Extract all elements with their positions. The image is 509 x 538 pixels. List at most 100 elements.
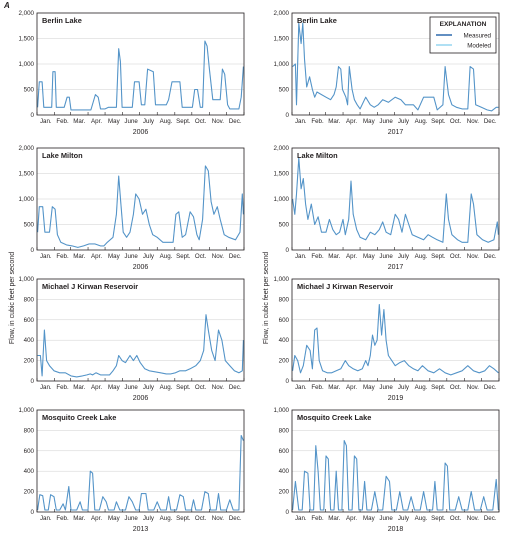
panel-6-ytick-label: 800 (279, 296, 290, 303)
panel-8-year-label: 2018 (388, 526, 404, 533)
panel-6-month-label: June (379, 384, 393, 391)
panel-4-month-label: Mar. (328, 253, 340, 260)
panel-1-month-label: Aug. (160, 118, 173, 125)
panel-3-year-label: 2006 (133, 264, 149, 271)
panel-5-month-label: Dec. (229, 384, 242, 391)
panel-8-ytick-label: 0 (286, 509, 290, 516)
panel-1-ytick-label: 0 (31, 112, 35, 119)
panel-3-ytick-label: 0 (31, 247, 35, 254)
panel-4-month-label: Dec. (484, 253, 497, 260)
panel-5-month-label: Nov. (212, 384, 225, 391)
panel-8-month-label: Nov. (467, 515, 480, 522)
panel-5-month-label: June (124, 384, 138, 391)
panel-8-month-label: Jan. (295, 515, 307, 522)
panel-7-month-label: Nov. (212, 515, 225, 522)
panel-8-month-label: May (363, 515, 376, 522)
panel-1-ytick-label: 500 (24, 87, 35, 94)
panel-1-month-label: May (108, 118, 121, 125)
panel-4-month-label: Nov. (467, 253, 480, 260)
figure-label: A (3, 1, 10, 10)
panel-5-ytick-label: 800 (24, 296, 35, 303)
panel-6-series-measured (292, 303, 499, 376)
panel-5: 0 200 400 600 800 1,000 Jan. Feb. Mar. Apr. May Jun… (19, 276, 245, 402)
panel-1-month-label: Dec. (229, 118, 242, 125)
panel-6-frame (291, 278, 500, 382)
panel-8-ytick-label: 800 (279, 427, 290, 434)
panel-5-ytick-label: 600 (24, 317, 35, 324)
panel-6-year-label: 2019 (388, 395, 404, 402)
legend-label-modeled: Modeled (467, 43, 491, 50)
panel-2-ytick-label: 1,000 (274, 61, 290, 68)
panel-5-ytick-label: 400 (24, 337, 35, 344)
panel-7-month-label: Oct. (195, 515, 207, 522)
panel-3-month-label: Nov. (212, 253, 225, 260)
panel-1-month-label: Jan. (40, 118, 52, 125)
panel-4-series-measured (292, 157, 499, 243)
panel-4-year-label: 2017 (388, 264, 404, 271)
panel-8-series-measured (292, 440, 499, 511)
panel-6-month-label: Jan. (295, 384, 307, 391)
panel-7-ytick-label: 0 (31, 509, 35, 516)
panel-2-ytick-label: 500 (279, 87, 290, 94)
panel-6-series-modeled (292, 304, 499, 376)
panel-2-month-label: May (363, 118, 376, 125)
panel-2-month-label: Aug. (415, 118, 428, 125)
panel-8-month-label: Aug. (415, 515, 428, 522)
panel-7-month-label: June (124, 515, 138, 522)
panel-4-ytick-label: 0 (286, 247, 290, 254)
panel-3-month-label: Dec. (229, 253, 242, 260)
panel-2-month-label: Feb. (311, 118, 324, 125)
panel-8-title: Mosquito Creek Lake (297, 413, 371, 422)
panel-3-month-label: Mar. (73, 253, 85, 260)
panel-6-ytick-label: 600 (279, 317, 290, 324)
panel-8-month-label: July (398, 515, 410, 522)
panel-5-ytick-label: 1,000 (19, 276, 35, 283)
panel-4-month-label: Apr. (346, 253, 357, 260)
panel-6-month-label: July (398, 384, 410, 391)
y-axis-label-left: Flow, in cubic feet per second (9, 252, 16, 344)
panel-2-series-measured (292, 22, 499, 112)
panel-7-month-label: July (143, 515, 155, 522)
panel-8-month-label: Dec. (484, 515, 497, 522)
panel-7-month-label: Sept. (176, 515, 191, 522)
panel-5-month-label: Oct. (195, 384, 207, 391)
legend-label-measured: Measured (463, 33, 491, 40)
panel-4-ytick-label: 500 (279, 222, 290, 229)
panel-3-month-label: July (143, 253, 155, 260)
panel-7-series-measured (37, 434, 244, 511)
panel-3-month-label: Feb. (56, 253, 69, 260)
panel-7-title: Mosquito Creek Lake (42, 413, 116, 422)
panel-2-ytick-label: 2,000 (274, 10, 290, 17)
panel-7-ytick-label: 1,000 (19, 407, 35, 414)
panel-4-month-label: June (379, 253, 393, 260)
panel-4-frame (291, 147, 500, 251)
panel-7-ytick-label: 400 (24, 468, 35, 475)
panel-4-month-label: May (363, 253, 376, 260)
panel-6-ytick-label: 200 (279, 358, 290, 365)
panel-4-series-modeled (292, 157, 499, 243)
panel-5-series-measured (37, 314, 244, 378)
panel-6-title: Michael J Kirwan Reservoir (297, 282, 393, 291)
panel-3-month-label: Jan. (40, 253, 52, 260)
legend-title: EXPLANATION (440, 21, 487, 28)
panel-4-month-label: Sept. (431, 253, 446, 260)
panel-5-month-label: July (143, 384, 155, 391)
panel-4-title: Lake Milton (297, 151, 338, 160)
panel-7-month-label: Dec. (229, 515, 242, 522)
panel-7-month-label: Aug. (160, 515, 173, 522)
panel-3-ytick-label: 1,000 (19, 196, 35, 203)
panel-2-month-label: July (398, 118, 410, 125)
panel-3-month-label: Oct. (195, 253, 207, 260)
panel-4-month-label: July (398, 253, 410, 260)
panel-5-month-label: Feb. (56, 384, 69, 391)
panel-2-month-label: Mar. (328, 118, 340, 125)
panel-7-ytick-label: 600 (24, 448, 35, 455)
panel-2-ytick-label: 1,500 (274, 36, 290, 43)
panel-6-ytick-label: 400 (279, 337, 290, 344)
panel-4-month-label: Jan. (295, 253, 307, 260)
panel-5-month-label: May (108, 384, 121, 391)
